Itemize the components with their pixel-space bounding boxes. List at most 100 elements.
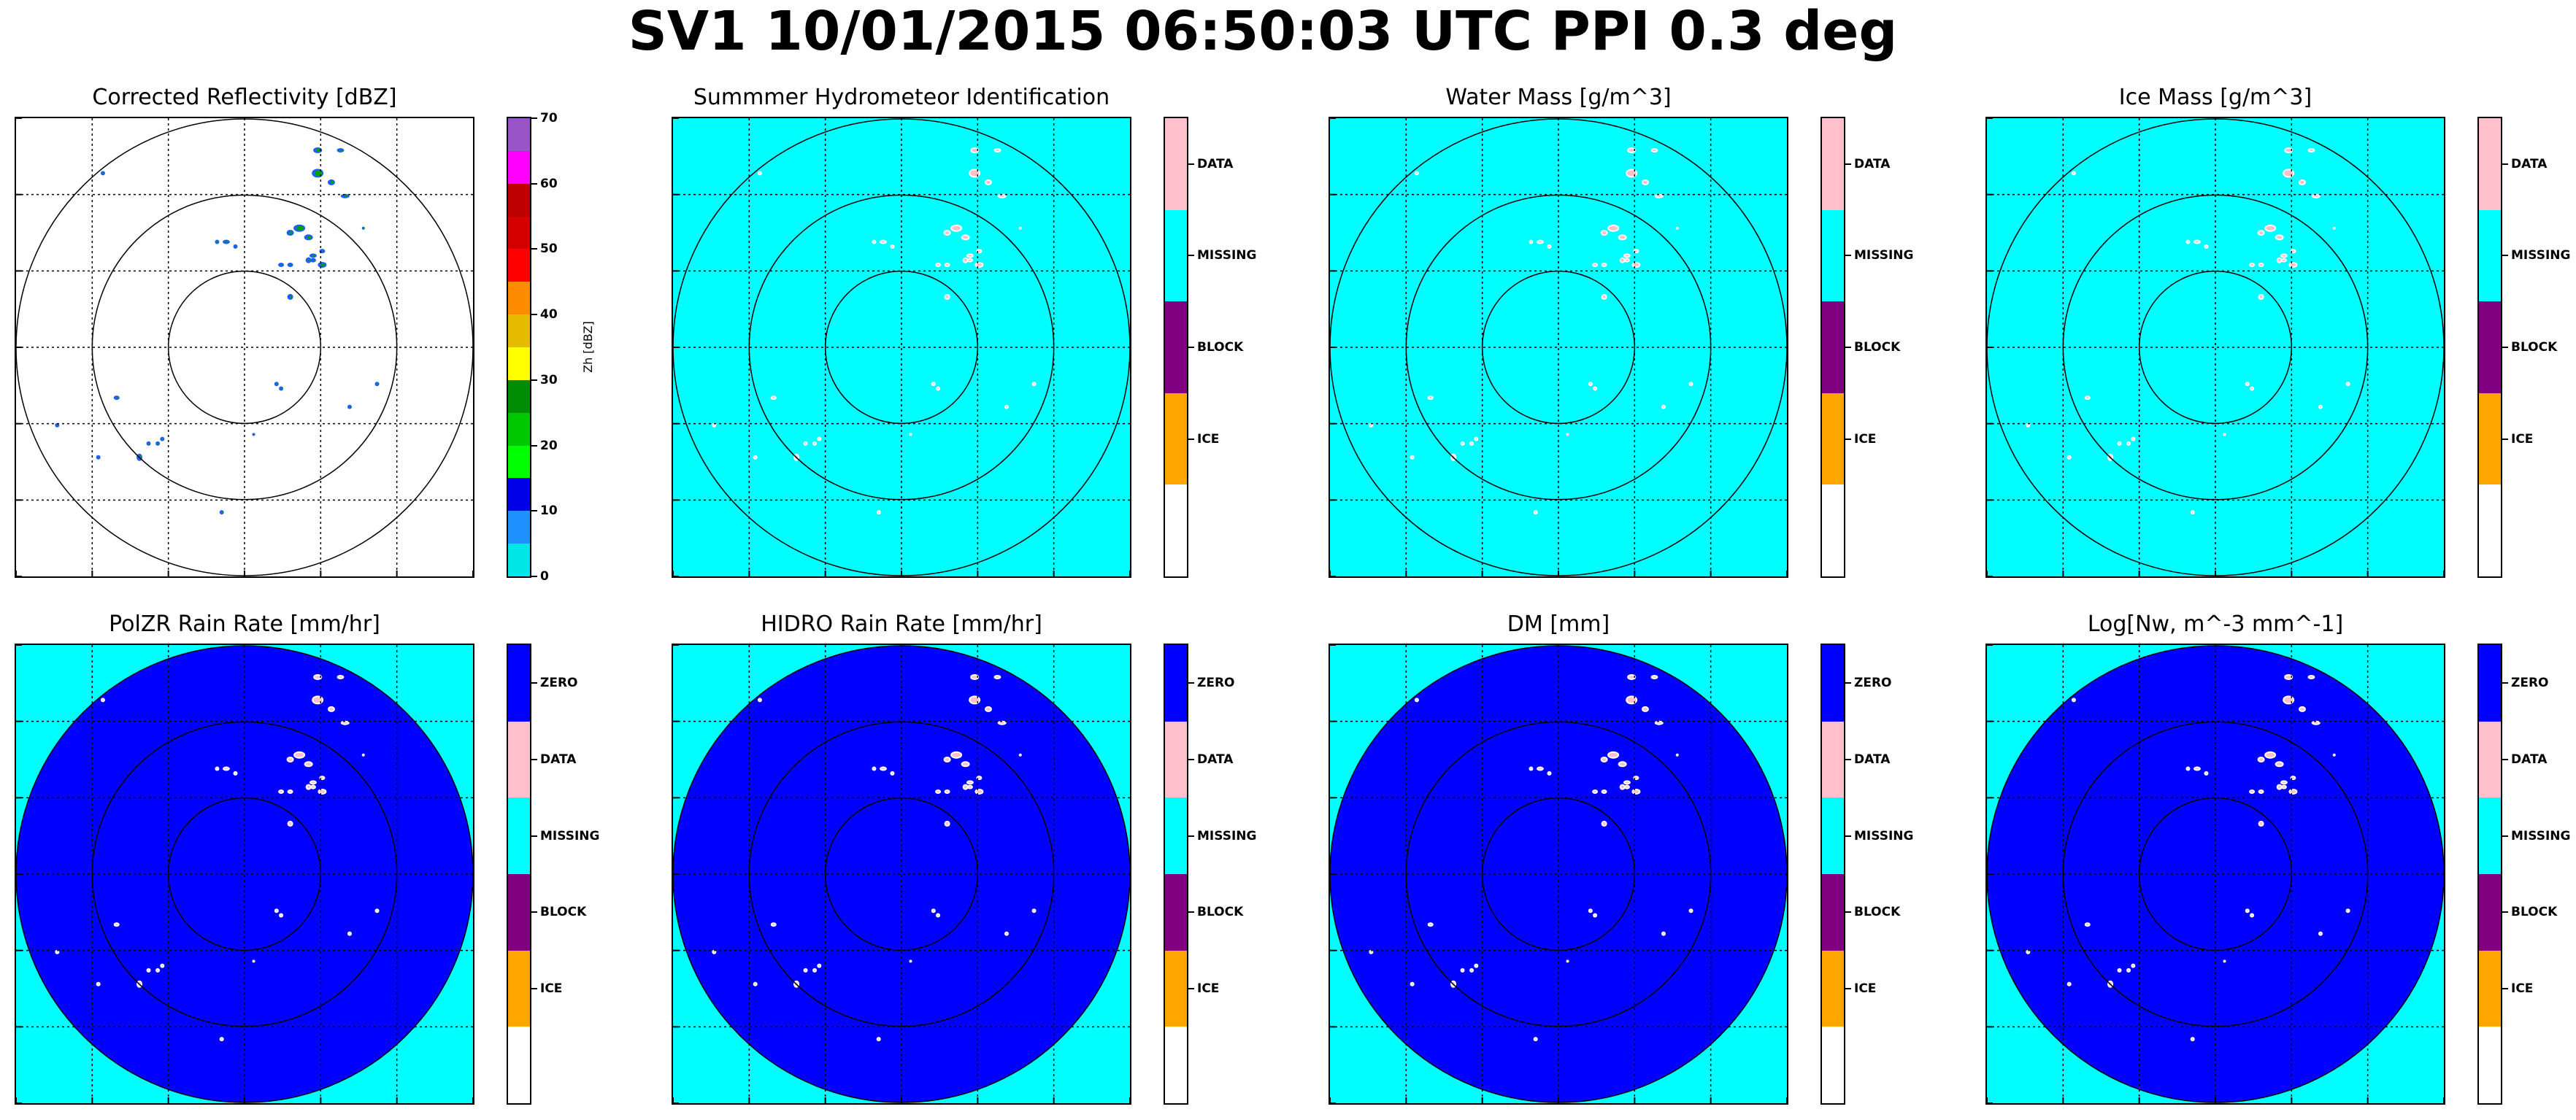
echo-core	[977, 250, 981, 252]
colorbar-tick	[2502, 438, 2508, 440]
colorbar-segment	[508, 379, 530, 414]
echo-core	[225, 241, 228, 243]
echo-core	[1602, 295, 1606, 298]
echo-core	[2251, 914, 2253, 916]
echo-core	[2290, 789, 2296, 793]
figure-title: SV1 10/01/2015 06:50:03 UTC PPI 0.3 deg	[628, 0, 1898, 63]
colorbar-category-label: DATA	[1854, 156, 1891, 171]
echo-core	[281, 263, 283, 266]
echo-core	[1415, 172, 1418, 174]
colorbar-category-label: DATA	[540, 752, 577, 767]
echo-core	[970, 170, 980, 177]
echo-core	[2309, 149, 2314, 151]
echo-core	[952, 225, 961, 231]
colorbar-tick	[1188, 988, 1194, 989]
colorbar-segment	[508, 478, 530, 511]
ppi-scan	[16, 645, 473, 1103]
echo-core	[962, 762, 969, 766]
echo-core	[162, 438, 164, 440]
echo-core	[754, 456, 756, 458]
echo-core	[877, 1038, 880, 1040]
colorbar-segment	[1165, 484, 1187, 577]
echo-core	[2259, 822, 2263, 825]
echo-cell	[96, 455, 101, 460]
echo-core	[2205, 245, 2207, 247]
colorbar-tick	[1845, 163, 1851, 165]
echo-core	[348, 932, 350, 935]
colorbar-segment	[1822, 721, 1844, 798]
echo-core	[968, 786, 972, 788]
echo-core	[995, 149, 1000, 151]
echo-core	[891, 772, 893, 774]
echo-core	[2072, 172, 2075, 174]
echo-core	[967, 781, 972, 784]
colorbar	[1164, 644, 1188, 1105]
colorbar-category-label: BLOCK	[1197, 905, 1244, 920]
colorbar-tick	[2502, 988, 2508, 989]
ppi-scan	[673, 118, 1130, 576]
radar-plot	[15, 117, 474, 578]
colorbar-category-label: MISSING	[2511, 248, 2571, 263]
echo-core	[1633, 263, 1639, 266]
echo-core	[305, 762, 312, 766]
colorbar-segment	[2479, 797, 2501, 875]
echo-core	[2333, 227, 2335, 229]
echo-core	[2128, 969, 2130, 971]
echo-core	[2319, 932, 2321, 935]
colorbar-category-label: BLOCK	[2511, 340, 2558, 355]
echo-core	[1602, 758, 1607, 761]
echo-core	[945, 295, 949, 298]
radar-plot	[1329, 644, 1788, 1105]
echo-core	[772, 397, 775, 399]
echo-core	[804, 969, 807, 971]
colorbar-tick	[1845, 255, 1851, 257]
echo-core	[945, 790, 949, 792]
echo-core	[970, 697, 980, 703]
zero-rain-disc	[1330, 646, 1787, 1102]
colorbar-tick	[1188, 163, 1194, 165]
colorbar-category-label: DATA	[1197, 156, 1234, 171]
range-ring	[2062, 194, 2369, 501]
echo-core	[280, 790, 283, 792]
colorbar-category-label: ZERO	[2511, 676, 2549, 691]
colorbar	[1164, 117, 1188, 578]
colorbar-tick	[1188, 911, 1194, 914]
echo-core	[1625, 259, 1629, 261]
echo-core	[319, 789, 326, 793]
colorbar-segment	[1822, 393, 1844, 485]
panel-title: Water Mass [g/m^3]	[1445, 85, 1672, 110]
echo-core	[57, 424, 59, 426]
echo-core	[873, 241, 875, 243]
colorbar-category-label: ICE	[540, 981, 563, 996]
echo-core	[2319, 406, 2321, 408]
echo-core	[1566, 960, 1569, 962]
radar-plot	[1985, 117, 2445, 578]
echo-core	[985, 180, 991, 184]
echo-core	[2309, 676, 2314, 678]
colorbar-segment	[1165, 950, 1187, 1027]
range-ring	[1481, 270, 1636, 425]
colorbar-category-label: MISSING	[1854, 248, 1914, 263]
colorbar-tick	[2502, 835, 2508, 837]
echo-core	[2259, 263, 2263, 266]
colorbar-category-label: ZERO	[1854, 676, 1892, 691]
echo-core	[1471, 442, 1473, 444]
echo-core	[220, 1038, 223, 1040]
echo-core	[1019, 754, 1021, 756]
echo-core	[1676, 754, 1678, 756]
echo-core	[999, 722, 1005, 724]
echo-core	[1624, 781, 1629, 784]
colorbar-segment	[508, 874, 530, 951]
echo-core	[2085, 397, 2089, 399]
echo-core	[1415, 699, 1418, 701]
colorbar-segment	[1165, 645, 1187, 722]
colorbar	[2477, 644, 2502, 1105]
echo-core	[1005, 932, 1007, 935]
echo-core	[985, 707, 991, 711]
echo-core	[2118, 969, 2121, 971]
echo-core	[945, 263, 949, 266]
echo-core	[1676, 227, 1678, 229]
colorbar-segment	[1822, 301, 1844, 394]
echo-core	[754, 983, 756, 985]
echo-core	[1633, 789, 1639, 793]
